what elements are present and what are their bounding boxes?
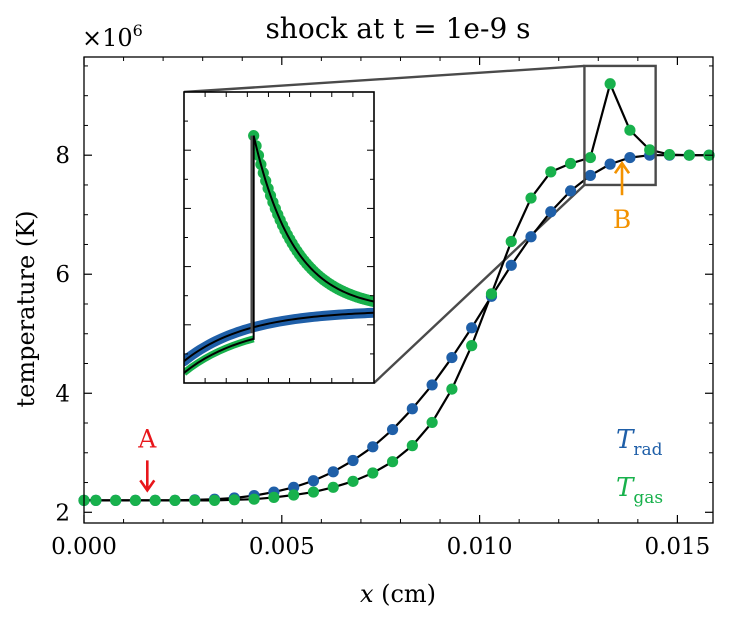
data-point-tgas bbox=[683, 149, 695, 161]
y-offset-label: ×106 bbox=[82, 21, 143, 52]
data-point-trad bbox=[545, 206, 557, 218]
data-point-trad bbox=[406, 403, 418, 415]
data-point-trad bbox=[367, 441, 379, 453]
y-tick-label: 6 bbox=[55, 262, 70, 288]
y-tick-label: 2 bbox=[55, 500, 70, 526]
data-point-tgas bbox=[604, 78, 616, 90]
x-axis-label: x (cm) bbox=[360, 580, 436, 608]
zoom-connector-lines bbox=[183, 64, 586, 384]
data-point-tgas bbox=[663, 149, 676, 161]
data-point-trad bbox=[564, 185, 577, 197]
data-point-tgas bbox=[149, 494, 161, 506]
data-point-tgas bbox=[367, 467, 379, 479]
annotation-b: B bbox=[613, 205, 631, 234]
data-point-tgas bbox=[545, 166, 557, 178]
data-point-tgas bbox=[208, 494, 221, 506]
annotation-a: A bbox=[137, 424, 157, 453]
data-point-trad bbox=[584, 169, 596, 182]
arrow-b-head bbox=[613, 160, 631, 174]
data-point-tgas bbox=[129, 494, 142, 506]
data-point-tgas bbox=[584, 151, 596, 164]
legend-entry-trad: Trad bbox=[616, 425, 663, 460]
data-point-trad bbox=[327, 466, 339, 478]
data-point-tgas bbox=[446, 383, 458, 395]
data-point-tgas bbox=[386, 456, 399, 468]
data-point-tgas bbox=[189, 494, 201, 506]
data-point-tgas bbox=[485, 288, 498, 300]
zoom-connector bbox=[183, 64, 585, 94]
axis-ticks: 0.000 0.005 0.010 0.015 2 4 6 8 bbox=[51, 57, 713, 560]
data-point-trad bbox=[426, 379, 438, 391]
zoom-box bbox=[583, 64, 657, 187]
zoom-region-box bbox=[583, 64, 657, 187]
data-point-tgas bbox=[644, 144, 656, 156]
data-point-tgas bbox=[406, 440, 418, 452]
arrow-a-head bbox=[139, 479, 156, 493]
x-tick-label: 0.010 bbox=[447, 534, 513, 560]
data-point-trad bbox=[347, 454, 359, 467]
data-point-tgas bbox=[288, 489, 300, 501]
data-point-tgas bbox=[307, 486, 320, 498]
x-tick-label: 0.000 bbox=[51, 534, 117, 560]
data-point-trad bbox=[505, 259, 517, 271]
inset-series bbox=[184, 130, 374, 376]
data-point-tgas bbox=[268, 491, 280, 504]
y-axis-label: temperature (K) bbox=[12, 210, 40, 407]
inset-background bbox=[184, 92, 374, 383]
main-plot-frame bbox=[83, 56, 714, 524]
y-tick-label: 4 bbox=[55, 381, 70, 407]
data-point-tgas bbox=[228, 494, 240, 506]
data-point-tgas bbox=[525, 192, 537, 204]
data-point-trad bbox=[466, 322, 478, 334]
main-plot-series bbox=[78, 78, 715, 506]
data-point-tgas bbox=[505, 235, 517, 248]
data-point-tgas bbox=[248, 493, 260, 505]
data-point-tgas bbox=[327, 481, 339, 493]
annotations: AB bbox=[137, 160, 631, 493]
legend: Trad Tgas bbox=[616, 425, 663, 508]
data-point-trad bbox=[288, 481, 300, 493]
data-point-trad bbox=[386, 423, 399, 436]
chart-title: shock at t = 1e-9 s bbox=[265, 12, 530, 45]
data-point-tgas bbox=[347, 475, 359, 487]
x-tick-label: 0.015 bbox=[644, 534, 710, 560]
data-point-tgas bbox=[564, 157, 577, 170]
data-point-tgas bbox=[426, 416, 438, 429]
inset-zoom-panel bbox=[183, 91, 375, 384]
x-tick-label: 0.005 bbox=[249, 534, 315, 560]
data-point-tgas bbox=[624, 124, 636, 136]
zoom-connector bbox=[373, 184, 586, 384]
data-point-tgas bbox=[169, 494, 181, 506]
legend-entry-tgas: Tgas bbox=[616, 473, 663, 508]
data-point-tgas bbox=[90, 494, 102, 506]
inset-line-tgas bbox=[184, 135, 374, 374]
data-point-tgas bbox=[466, 340, 478, 352]
data-point-trad bbox=[307, 475, 320, 487]
inset-line-trad bbox=[184, 311, 374, 362]
data-point-trad bbox=[604, 158, 616, 170]
data-point-trad bbox=[446, 351, 458, 364]
y-tick-label: 8 bbox=[55, 143, 70, 169]
data-point-trad bbox=[525, 231, 537, 243]
data-point-trad bbox=[624, 151, 636, 164]
data-point-tgas bbox=[110, 494, 122, 506]
